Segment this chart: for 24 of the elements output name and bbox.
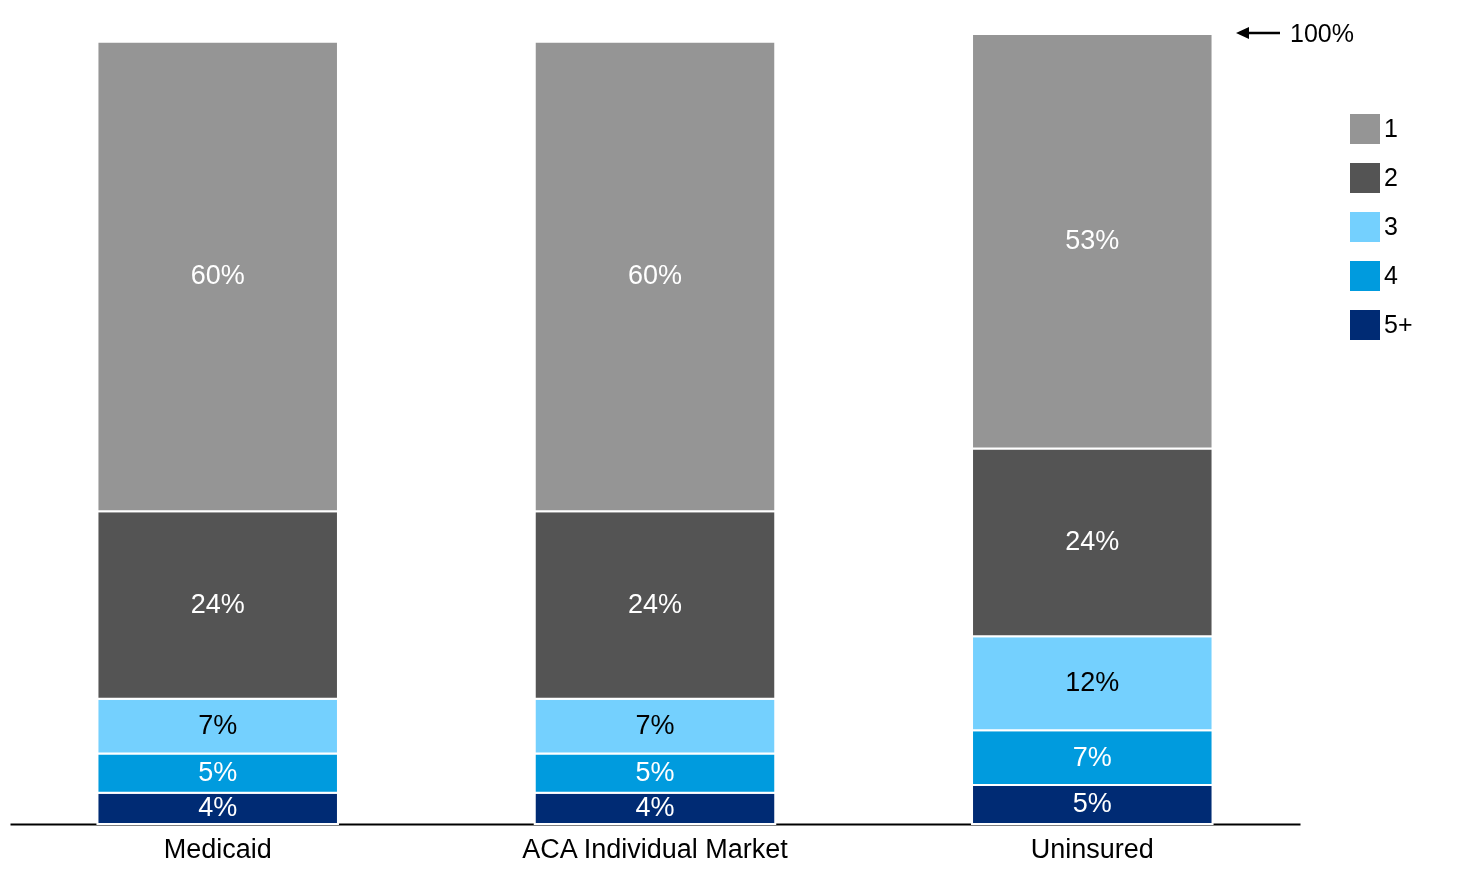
data-label: 4% <box>198 792 238 823</box>
data-label: 24% <box>627 588 683 619</box>
x-tick-label: Medicaid <box>163 833 272 864</box>
data-label: 5% <box>198 757 238 788</box>
x-tick-label: ACA Individual Market <box>522 833 789 864</box>
legend-label: 1 <box>1384 114 1398 142</box>
legend-label: 2 <box>1384 163 1398 191</box>
data-label: 5% <box>635 757 675 788</box>
data-label: 24% <box>190 588 245 619</box>
data-label: 4% <box>635 792 675 823</box>
data-label: 60% <box>190 260 245 291</box>
legend-label: 5+ <box>1384 310 1413 338</box>
data-label: 24% <box>1065 526 1120 557</box>
data-label: 7% <box>635 710 675 741</box>
data-label: 53% <box>1065 225 1120 256</box>
legend-label: 4 <box>1384 261 1398 289</box>
data-label: 7% <box>198 710 238 741</box>
data-label: 5% <box>1072 788 1112 819</box>
data-label: 60% <box>627 260 683 291</box>
legend-label: 3 <box>1384 212 1398 240</box>
x-tick-label: Uninsured <box>1030 833 1154 864</box>
annotation: 100% <box>1290 19 1354 47</box>
data-label: 7% <box>1072 741 1112 772</box>
data-label: 12% <box>1065 667 1120 698</box>
